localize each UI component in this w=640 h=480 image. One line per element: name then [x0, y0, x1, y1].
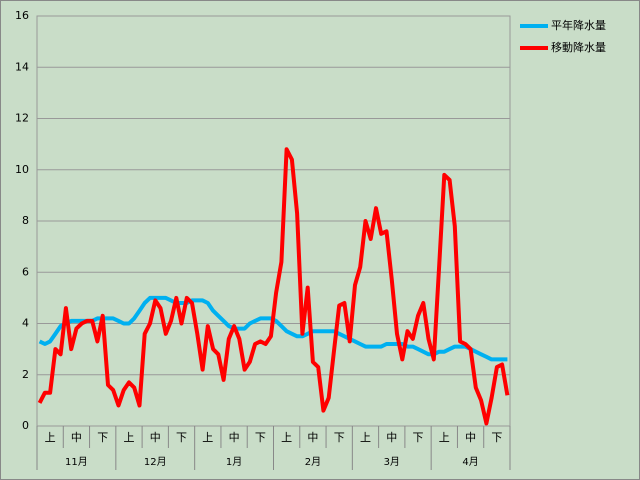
y-tick-label: 0 [22, 419, 29, 432]
y-tick-label: 8 [22, 214, 29, 227]
x-tick-label: 下 [413, 431, 424, 444]
x-tick-label: 上 [439, 431, 450, 444]
x-tick-label: 中 [386, 431, 397, 444]
legend-label: 平年降水量 [551, 18, 606, 32]
month-label: 2月 [305, 456, 321, 468]
x-tick-label: 中 [150, 431, 161, 444]
y-tick-label: 2 [22, 368, 29, 381]
x-tick-label: 中 [465, 431, 476, 444]
x-tick-label: 下 [491, 431, 502, 444]
legend-label: 移動降水量 [551, 40, 606, 54]
x-tick-label: 中 [307, 431, 318, 444]
y-tick-label: 4 [22, 317, 29, 330]
month-label: 4月 [462, 456, 478, 468]
x-tick-label: 下 [334, 431, 345, 444]
x-tick-label: 上 [123, 431, 134, 444]
month-label: 1月 [226, 456, 242, 468]
x-tick-label: 上 [202, 431, 213, 444]
x-tick-label: 上 [281, 431, 292, 444]
y-tick-label: 14 [15, 60, 29, 73]
month-label: 11月 [65, 456, 88, 468]
x-tick-label: 上 [45, 431, 56, 444]
y-tick-label: 10 [15, 163, 29, 176]
x-tick-label: 下 [176, 431, 187, 444]
x-tick-label: 上 [360, 431, 371, 444]
y-tick-label: 6 [22, 265, 29, 278]
x-tick-label: 中 [229, 431, 240, 444]
series-line [37, 147, 510, 426]
y-tick-label: 12 [15, 112, 29, 125]
x-tick-label: 中 [71, 431, 82, 444]
x-tick-label: 下 [97, 431, 108, 444]
x-tick-label: 下 [255, 431, 266, 444]
month-label: 3月 [384, 456, 400, 468]
y-tick-label: 16 [15, 9, 29, 22]
month-label: 12月 [144, 456, 167, 468]
